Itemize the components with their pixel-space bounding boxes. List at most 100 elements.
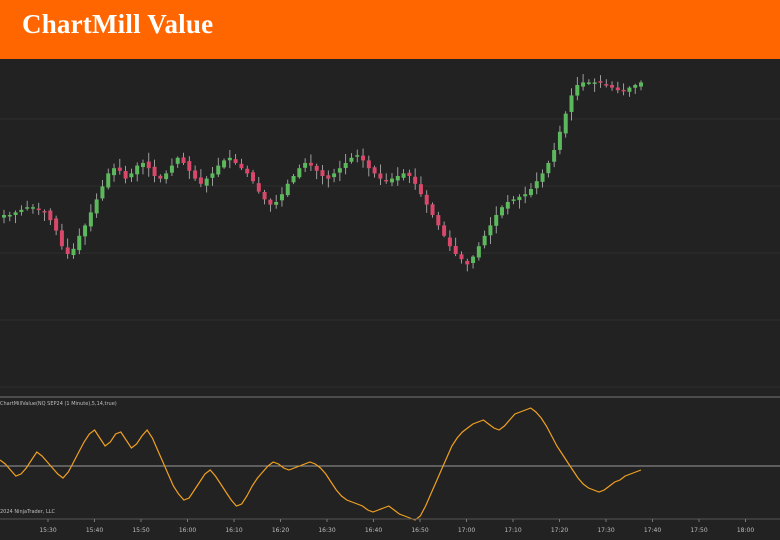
candle-up [71, 248, 76, 256]
candle-up [216, 165, 221, 175]
candle-down [320, 170, 325, 176]
candle-up [528, 189, 533, 196]
candle-up [500, 207, 505, 216]
candle-up [204, 178, 209, 186]
indicator-line [0, 407, 642, 521]
candle-up [100, 186, 105, 199]
candle-up [210, 173, 215, 178]
candle-down [615, 87, 620, 91]
candle-down [42, 211, 47, 213]
candle-down [459, 254, 464, 260]
candle-up [471, 256, 476, 264]
candle-down [59, 230, 64, 247]
candle-down [447, 237, 452, 247]
candle-up [552, 150, 557, 162]
candle-up [222, 160, 227, 168]
candle-up [517, 196, 522, 201]
candle-down [453, 245, 458, 254]
x-tick-label: 17:10 [504, 527, 521, 534]
candle-up [13, 212, 18, 215]
x-tick-label: 16:40 [365, 527, 382, 534]
candle-up [94, 199, 99, 214]
candle-up [546, 163, 551, 174]
x-tick-label: 16:50 [411, 527, 428, 534]
candle-down [48, 210, 53, 221]
candle-down [251, 172, 256, 182]
candle-down [413, 176, 418, 184]
candle-down [442, 225, 447, 236]
title-banner: ChartMill Value [0, 0, 780, 59]
candle-down [598, 81, 603, 83]
candle-up [592, 82, 597, 84]
candle-down [424, 194, 429, 205]
candle-up [2, 215, 6, 218]
candle-up [401, 173, 406, 178]
candle-down [146, 161, 151, 169]
candle-up [169, 165, 174, 173]
candle-up [112, 168, 117, 176]
candle-down [407, 172, 412, 176]
candle-down [361, 155, 366, 161]
candle-up [291, 176, 296, 183]
x-tick-label: 16:00 [179, 527, 196, 534]
x-tick-label: 17:50 [690, 527, 707, 534]
candle-up [639, 82, 643, 87]
candle-up [511, 199, 516, 201]
candle-down [54, 218, 59, 231]
candle-up [279, 194, 284, 201]
candle-up [627, 87, 632, 92]
candle-down [418, 184, 423, 195]
candle-down [239, 163, 244, 169]
candlestick-series [2, 74, 643, 272]
candle-up [557, 131, 562, 150]
candle-down [308, 162, 313, 166]
candle-down [610, 85, 615, 88]
candle-up [77, 235, 82, 251]
candle-up [297, 168, 302, 178]
candle-down [262, 191, 267, 200]
candle-up [83, 225, 88, 237]
candle-down [193, 170, 198, 179]
x-tick-label: 16:10 [225, 527, 242, 534]
indicator-label: ChartMillValue(NQ SEP24 (1 Minute),5,14,… [0, 401, 117, 407]
page-title: ChartMill Value [22, 9, 214, 39]
x-tick-label: 16:30 [318, 527, 335, 534]
candle-down [233, 159, 238, 163]
candle-up [227, 157, 232, 161]
candle-down [187, 161, 192, 171]
candle-down [123, 171, 128, 179]
candle-up [175, 157, 180, 164]
candle-down [384, 179, 389, 182]
candle-up [285, 183, 290, 196]
candle-up [569, 95, 574, 112]
candle-up [303, 163, 308, 168]
candle-up [135, 165, 140, 175]
candle-down [158, 175, 163, 179]
candle-up [494, 215, 499, 226]
candle-up [25, 207, 30, 209]
x-tick-label: 15:30 [39, 527, 56, 534]
x-tick-label: 15:50 [132, 527, 149, 534]
candle-up [389, 178, 394, 183]
time-axis: 15:30 15:40 15:50 16:00 16:10 16:20 16:30 16:40… [39, 519, 754, 534]
candle-down [198, 177, 203, 184]
candle-up [476, 246, 481, 258]
candle-down [314, 165, 319, 171]
candle-up [88, 212, 93, 227]
candle-down [268, 199, 273, 205]
candle-up [19, 209, 24, 213]
candle-up [633, 85, 638, 88]
candle-up [575, 85, 580, 96]
candle-down [326, 175, 331, 179]
copyright-text: 2024 NinjaTrader, LLC [0, 509, 56, 515]
candle-down [256, 183, 261, 192]
candle-up [332, 173, 337, 178]
candle-down [181, 157, 186, 163]
candle-up [355, 155, 360, 157]
candle-down [372, 167, 377, 174]
x-tick-label: 18:00 [737, 527, 754, 534]
candle-down [378, 173, 383, 179]
candle-up [140, 163, 145, 168]
candle-up [563, 113, 568, 134]
